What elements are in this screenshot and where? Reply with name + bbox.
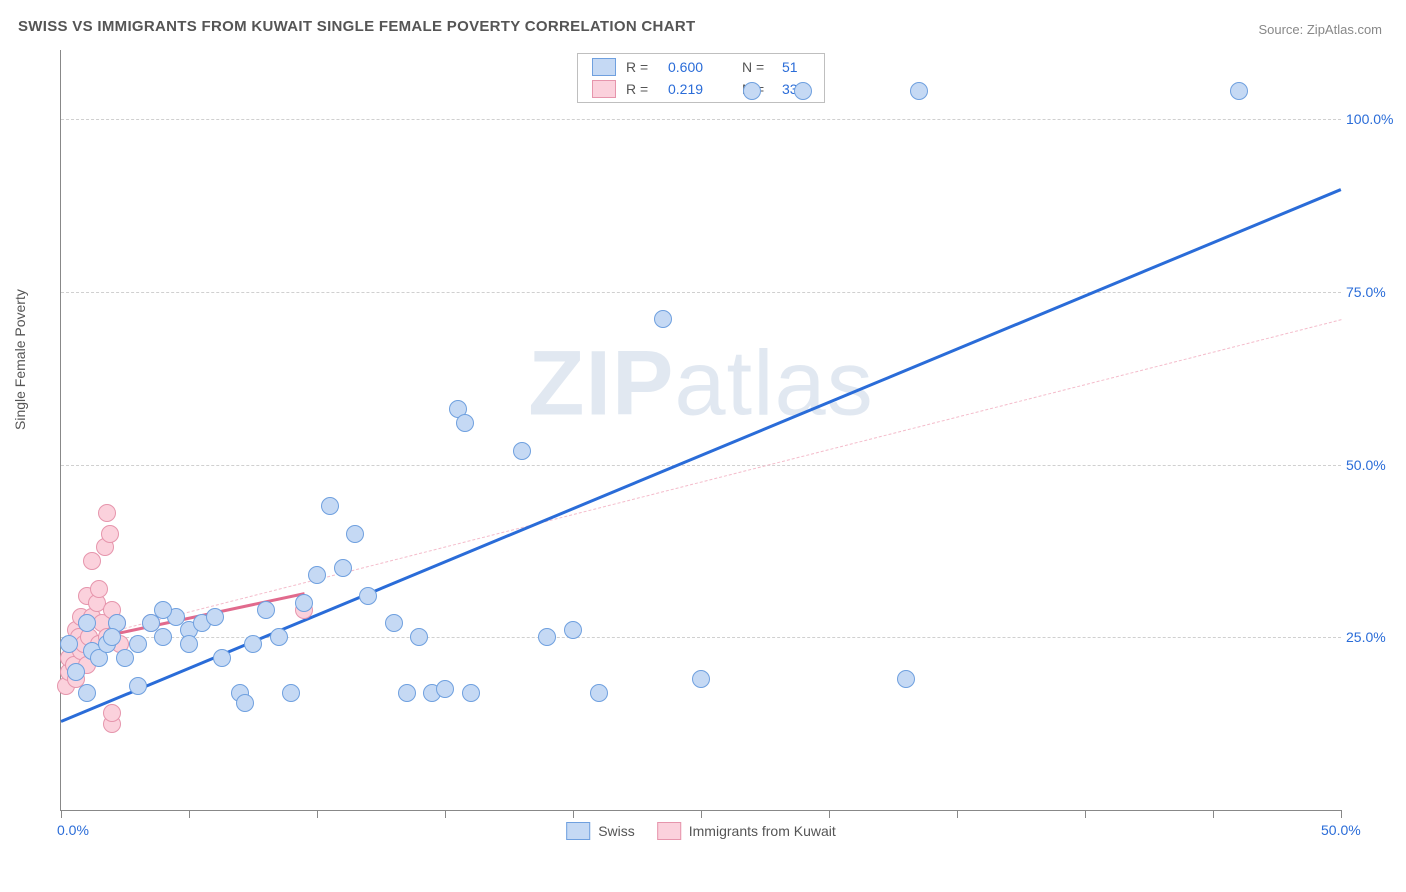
data-point <box>743 82 761 100</box>
data-point <box>270 628 288 646</box>
watermark: ZIPatlas <box>528 332 873 437</box>
y-tick-label: 25.0% <box>1346 629 1401 645</box>
legend-item-swiss: Swiss <box>566 822 635 840</box>
gridline <box>61 465 1341 466</box>
y-tick-label: 50.0% <box>1346 457 1401 473</box>
data-point <box>654 310 672 328</box>
data-point <box>180 635 198 653</box>
data-point <box>436 680 454 698</box>
x-tick <box>829 810 830 818</box>
data-point <box>78 684 96 702</box>
data-point <box>90 580 108 598</box>
data-point <box>129 635 147 653</box>
legend-label-kuwait: Immigrants from Kuwait <box>689 823 836 839</box>
x-tick-label: 0.0% <box>57 822 89 838</box>
data-point <box>1230 82 1248 100</box>
data-point <box>590 684 608 702</box>
n-label: N = <box>742 59 772 75</box>
x-tick <box>1341 810 1342 818</box>
trend-line <box>61 319 1341 645</box>
data-point <box>398 684 416 702</box>
x-tick <box>189 810 190 818</box>
y-tick-label: 100.0% <box>1346 111 1401 127</box>
n-value-swiss: 51 <box>782 59 810 75</box>
data-point <box>60 635 78 653</box>
data-point <box>67 663 85 681</box>
x-tick <box>317 810 318 818</box>
data-point <box>308 566 326 584</box>
r-value-kuwait: 0.219 <box>668 81 724 97</box>
data-point <box>101 525 119 543</box>
data-point <box>236 694 254 712</box>
r-label: R = <box>626 81 658 97</box>
data-point <box>103 628 121 646</box>
x-tick <box>1213 810 1214 818</box>
correlation-legend: R = 0.600 N = 51 R = 0.219 N = 33 <box>577 53 825 103</box>
x-tick <box>1085 810 1086 818</box>
x-tick <box>445 810 446 818</box>
data-point <box>910 82 928 100</box>
source-attribution: Source: ZipAtlas.com <box>1258 22 1382 37</box>
chart-title: SWISS VS IMMIGRANTS FROM KUWAIT SINGLE F… <box>18 18 695 35</box>
data-point <box>213 649 231 667</box>
data-point <box>359 587 377 605</box>
x-tick <box>701 810 702 818</box>
data-point <box>206 608 224 626</box>
legend-row-kuwait: R = 0.219 N = 33 <box>578 78 824 100</box>
data-point <box>154 601 172 619</box>
data-point <box>244 635 262 653</box>
swatch-swiss <box>592 58 616 76</box>
scatter-plot: ZIPatlas R = 0.600 N = 51 R = 0.219 N = … <box>60 50 1341 811</box>
data-point <box>462 684 480 702</box>
x-tick <box>957 810 958 818</box>
data-point <box>513 442 531 460</box>
data-point <box>538 628 556 646</box>
data-point <box>282 684 300 702</box>
data-point <box>83 552 101 570</box>
data-point <box>346 525 364 543</box>
swatch-kuwait-icon <box>657 822 681 840</box>
gridline <box>61 119 1341 120</box>
data-point <box>129 677 147 695</box>
data-point <box>385 614 403 632</box>
data-point <box>98 504 116 522</box>
x-tick <box>61 810 62 818</box>
gridline <box>61 292 1341 293</box>
swatch-kuwait <box>592 80 616 98</box>
data-point <box>456 414 474 432</box>
r-value-swiss: 0.600 <box>668 59 724 75</box>
data-point <box>794 82 812 100</box>
data-point <box>692 670 710 688</box>
data-point <box>103 704 121 722</box>
data-point <box>154 628 172 646</box>
y-axis-label: Single Female Poverty <box>12 289 28 430</box>
series-legend: Swiss Immigrants from Kuwait <box>566 822 836 840</box>
x-tick-label: 50.0% <box>1321 822 1361 838</box>
y-tick-label: 75.0% <box>1346 284 1401 300</box>
r-label: R = <box>626 59 658 75</box>
data-point <box>295 594 313 612</box>
data-point <box>334 559 352 577</box>
swatch-swiss-icon <box>566 822 590 840</box>
data-point <box>897 670 915 688</box>
data-point <box>116 649 134 667</box>
data-point <box>257 601 275 619</box>
legend-row-swiss: R = 0.600 N = 51 <box>578 56 824 78</box>
data-point <box>410 628 428 646</box>
data-point <box>321 497 339 515</box>
data-point <box>564 621 582 639</box>
legend-item-kuwait: Immigrants from Kuwait <box>657 822 836 840</box>
data-point <box>78 614 96 632</box>
x-tick <box>573 810 574 818</box>
legend-label-swiss: Swiss <box>598 823 635 839</box>
